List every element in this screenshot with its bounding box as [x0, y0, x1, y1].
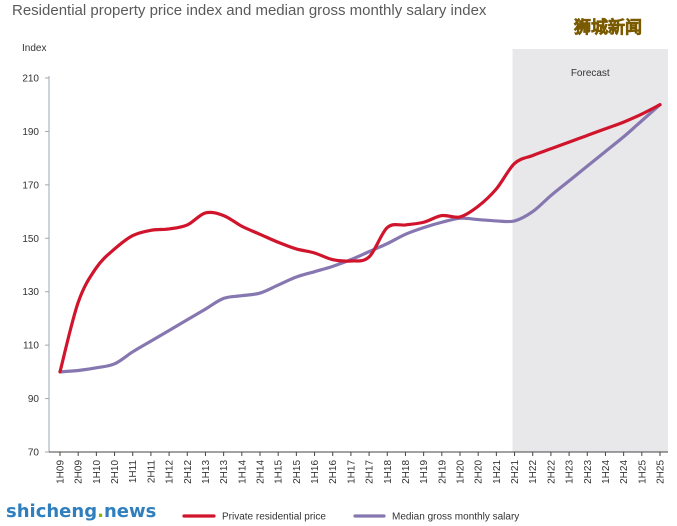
x-tick-label: 1H12: [165, 460, 176, 484]
x-tick-label: 2H16: [328, 460, 339, 484]
y-tick-label: 210: [22, 74, 39, 85]
x-tick-label: 1H22: [528, 460, 539, 484]
chart-title: Residential property price index and med…: [12, 2, 487, 19]
y-tick-label: 90: [28, 394, 40, 405]
x-tick-label: 1H13: [201, 460, 212, 484]
watermark-cn-text: 狮城新闻: [573, 17, 642, 38]
forecast-label: Forecast: [571, 68, 610, 79]
x-tick-label: 2H10: [110, 460, 121, 484]
legend-label-median-salary: Median gross monthly salary: [392, 512, 519, 523]
x-tick-label: 1H19: [419, 460, 430, 484]
x-tick-label: 1H14: [237, 460, 248, 484]
y-tick-label: 150: [22, 234, 39, 245]
watermark-en-main: shicheng: [6, 501, 97, 522]
watermark-en-dot: .: [97, 501, 104, 522]
x-tick-label: 2H19: [437, 460, 448, 484]
x-tick-label: 1H16: [310, 460, 321, 484]
legend: Private residential price Median gross m…: [182, 512, 519, 523]
x-tick-label: 2H25: [656, 460, 667, 484]
x-tick-label: 2H11: [146, 460, 157, 484]
y-tick-label: 130: [22, 287, 39, 298]
x-tick-label: 2H09: [74, 460, 85, 484]
x-tick-label: 2H20: [474, 460, 485, 484]
x-tick-label: 1H25: [637, 460, 648, 484]
x-tick-label: 1H09: [56, 460, 67, 484]
forecast-shading: [512, 49, 668, 452]
x-tick-label: 1H23: [565, 460, 576, 484]
legend-label-private-price: Private residential price: [222, 512, 326, 523]
y-tick-label: 170: [22, 180, 39, 191]
x-tick-label: 1H17: [346, 460, 357, 484]
series-lines: [58, 103, 662, 374]
y-tick-label: 70: [28, 448, 40, 459]
x-axis-ticks: 1H09 2H09 1H10 2H10 1H11 2H11 1H12 2H12 1H13 2H13…: [56, 452, 667, 484]
x-tick-label: 2H22: [546, 460, 557, 484]
x-tick-label: 2H17: [365, 460, 376, 484]
forecast-region: Forecast: [512, 49, 668, 452]
x-tick-label: 1H15: [274, 460, 285, 484]
watermark-en-end: news: [104, 501, 156, 522]
x-tick-label: 1H10: [92, 460, 103, 484]
y-axis-title: Index: [22, 43, 46, 54]
y-tick-label: 110: [23, 341, 39, 352]
x-tick-label: 2H24: [619, 460, 630, 484]
x-tick-label: 1H18: [383, 460, 394, 484]
x-tick-label: 2H21: [510, 460, 521, 484]
x-tick-label: 2H23: [583, 460, 594, 484]
x-tick-label: 1H21: [492, 460, 503, 484]
y-tick-label: 190: [22, 127, 39, 138]
x-tick-label: 1H11: [128, 460, 139, 484]
x-tick-label: 2H12: [183, 460, 194, 484]
series-line-private-price: [58, 103, 662, 374]
x-tick-label: 2H15: [292, 460, 303, 484]
x-tick-label: 1H24: [601, 460, 612, 484]
x-tick-label: 1H20: [456, 460, 467, 484]
y-axis-ticks: 70 90 110 130 150 170 190 210: [22, 74, 49, 459]
watermark-en-text: shicheng.news: [6, 501, 156, 522]
series-line-median-salary: [58, 103, 662, 374]
x-tick-label: 2H13: [219, 460, 230, 484]
x-tick-label: 2H18: [401, 460, 412, 484]
x-tick-label: 2H14: [256, 460, 267, 484]
